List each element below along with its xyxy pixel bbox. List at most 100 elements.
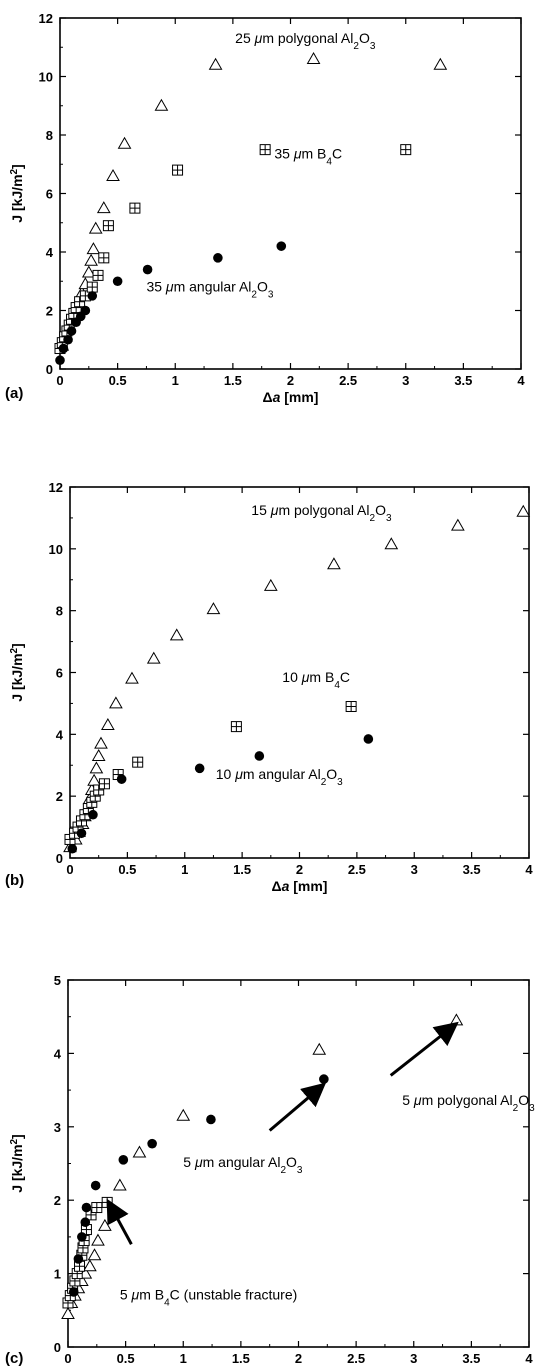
data-point-boxplus — [86, 281, 98, 293]
data-point-boxplus — [400, 144, 412, 156]
data-point-triangle — [433, 57, 448, 70]
plot-frame — [59, 17, 522, 370]
y-axis-label: J [kJ/m2] — [9, 164, 26, 222]
data-point-circle — [63, 334, 73, 345]
data-point-circle — [58, 343, 69, 354]
x-tick-label: 2.5 — [348, 862, 366, 877]
data-point-triangle — [86, 242, 101, 255]
y-tick-label: 6 — [56, 666, 63, 681]
annotation-arrow — [106, 1198, 133, 1245]
x-tick-label: 0.5 — [109, 373, 127, 388]
data-point-triangle — [91, 748, 106, 761]
data-point-triangle — [132, 1145, 147, 1158]
data-point-triangle — [146, 651, 161, 664]
y-tick-label: 10 — [49, 542, 63, 557]
x-tick-label: 3 — [410, 1351, 417, 1366]
data-point-circle — [363, 734, 374, 744]
data-point-triangle — [450, 518, 465, 531]
panel-label: (c) — [5, 1350, 23, 1367]
data-point-triangle — [89, 761, 104, 774]
x-tick-label: 3.5 — [462, 1351, 480, 1366]
data-point-triangle — [109, 696, 123, 709]
y-tick-label: 12 — [39, 11, 53, 26]
data-point-circle — [76, 828, 87, 839]
data-point-triangle — [87, 773, 101, 786]
data-point-triangle — [384, 537, 399, 550]
series-annotation: 10 μm angular Al2O3 — [216, 766, 343, 788]
data-point-triangle — [306, 51, 321, 64]
data-point-triangle — [327, 557, 341, 570]
data-point-circle — [116, 774, 127, 784]
data-point-triangle — [88, 221, 103, 234]
x-axis-label: Δa [mm] — [271, 1367, 327, 1369]
data-point-triangle — [516, 504, 531, 517]
data-point-circle — [80, 1217, 91, 1228]
data-point-triangle — [176, 1108, 191, 1121]
data-point-triangle — [96, 201, 111, 214]
data-point-triangle — [91, 1233, 105, 1246]
data-point-boxplus — [85, 1209, 97, 1221]
x-tick-label: 1 — [172, 373, 179, 388]
data-point-triangle — [263, 578, 278, 591]
data-point-triangle — [106, 168, 120, 181]
data-point-triangle — [208, 57, 223, 70]
data-point-triangle — [169, 628, 184, 641]
data-point-triangle — [61, 1306, 75, 1319]
x-tick-label: 3.5 — [454, 373, 472, 388]
data-point-boxplus — [172, 164, 184, 176]
y-tick-label: 0 — [54, 1340, 61, 1355]
data-point-circle — [147, 1138, 157, 1149]
data-point-triangle — [125, 671, 139, 684]
data-point-triangle — [449, 1013, 464, 1026]
x-tick-label: 2.5 — [339, 373, 357, 388]
y-tick-label: 0 — [56, 851, 63, 866]
data-point-circle — [80, 305, 91, 316]
data-point-circle — [112, 276, 123, 287]
y-axis-label: J [kJ/m2] — [9, 643, 26, 701]
series-annotation: 15 μm polygonal Al2O3 — [251, 502, 392, 524]
x-tick-label: 0 — [66, 862, 73, 877]
y-tick-label: 1 — [54, 1267, 61, 1282]
data-point-circle — [319, 1074, 329, 1084]
y-tick-label: 8 — [46, 128, 53, 143]
series-annotation: 25 μm polygonal Al2O3 — [235, 30, 376, 52]
data-point-triangle — [312, 1042, 327, 1055]
y-tick-label: 2 — [54, 1193, 61, 1208]
series-annotation: 5 μm polygonal Al2O3 — [402, 1092, 535, 1114]
x-axis-label: Δa [mm] — [263, 389, 319, 405]
y-tick-label: 6 — [46, 187, 53, 202]
data-point-triangle — [206, 602, 221, 615]
y-tick-label: 4 — [54, 1046, 62, 1061]
x-tick-label: 2.5 — [347, 1351, 365, 1366]
x-tick-label: 0 — [64, 1351, 71, 1366]
data-point-circle — [254, 751, 265, 761]
x-tick-label: 2 — [295, 1351, 302, 1366]
y-tick-label: 5 — [54, 973, 61, 988]
data-point-boxplus — [98, 252, 110, 264]
data-point-boxplus — [74, 296, 86, 308]
series-annotation: 5 μm B4C (unstable fracture) — [120, 1286, 297, 1308]
data-point-circle — [90, 1180, 101, 1191]
data-point-circle — [68, 1287, 79, 1297]
x-tick-label: 0.5 — [118, 862, 136, 877]
y-tick-label: 4 — [56, 727, 64, 742]
x-axis-label: Δa [mm] — [272, 878, 328, 894]
data-point-circle — [213, 253, 223, 263]
data-point-boxplus — [98, 778, 110, 790]
chart-panel-b: 0 0.5 1 1.5 2 2.5 3 3.5 4 0 2 4 6 8 10 12 Δa [mm] J [kJ/m… — [5, 480, 533, 894]
x-tick-label: 4 — [525, 1351, 533, 1366]
data-point-boxplus — [132, 756, 144, 768]
data-point-circle — [142, 264, 153, 275]
data-point-circle — [55, 355, 65, 366]
x-tick-label: 1 — [180, 1351, 187, 1366]
data-point-boxplus — [92, 269, 104, 281]
series-annotation: 5 μm angular Al2O3 — [183, 1154, 303, 1176]
data-point-triangle — [154, 98, 169, 111]
data-point-triangle — [98, 1218, 112, 1231]
y-axis-label: J [kJ/m2] — [9, 1134, 26, 1192]
y-tick-label: 3 — [54, 1120, 61, 1135]
data-point-circle — [67, 843, 78, 854]
series-annotation: 10 μm B4C — [282, 669, 350, 691]
annotation-arrow — [268, 1082, 327, 1132]
